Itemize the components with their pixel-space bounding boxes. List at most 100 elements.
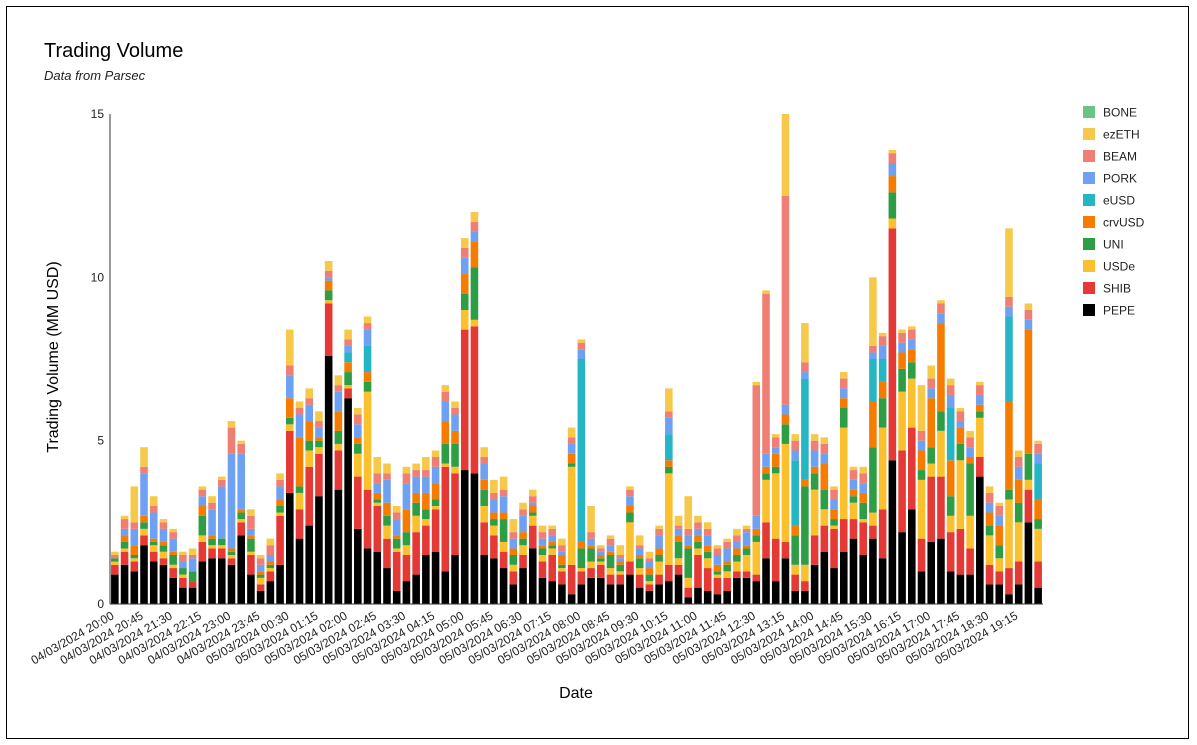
bar-segment-shib xyxy=(694,555,702,588)
bar-segment-beam xyxy=(1005,296,1013,307)
bar-segment-beam xyxy=(295,408,304,415)
bar-segment-ezeth xyxy=(830,486,838,490)
bar-segment-beam xyxy=(480,457,488,464)
bar-segment-shib xyxy=(665,564,673,582)
bar-segment-uni xyxy=(587,548,595,562)
bar-segment-uni xyxy=(791,535,799,565)
bar-segment-ezeth xyxy=(237,440,245,444)
bar-segment-beam xyxy=(1014,457,1023,467)
bar-segment-pepe xyxy=(752,581,761,604)
bar-segment-ezeth xyxy=(752,381,761,386)
bar-segment-pork xyxy=(810,450,819,467)
bar-segment-pork xyxy=(733,541,741,549)
chart-frame xyxy=(6,6,1189,739)
bar-segment-pork xyxy=(120,528,129,536)
bar-segment-pepe xyxy=(830,568,838,604)
bar-segment-ezeth xyxy=(392,506,401,513)
bar-segment-uni xyxy=(490,519,498,526)
bar-segment-beam xyxy=(665,411,673,418)
bar-segment-shib xyxy=(869,525,877,539)
bar-segment-usde xyxy=(839,427,848,520)
bar-segment-shib xyxy=(198,541,207,562)
bar-segment-ezeth xyxy=(558,538,566,546)
bar-segment-pork xyxy=(1014,466,1023,480)
bar-segment-uni xyxy=(140,522,148,529)
bar-segment-pepe xyxy=(888,460,897,604)
bar-segment-pepe xyxy=(597,577,605,604)
bar-segment-beam xyxy=(188,555,197,559)
bar-segment-uni xyxy=(558,564,566,569)
bar-segment-ezeth xyxy=(597,545,605,549)
bar-segment-pepe xyxy=(908,509,916,604)
bar-segment-ezeth xyxy=(645,551,654,559)
bar-segment-pepe xyxy=(286,492,294,604)
bars-group xyxy=(111,114,1042,604)
bar-segment-ezeth xyxy=(334,375,343,386)
bar-segment-uni xyxy=(937,411,945,431)
bar-segment-usde xyxy=(869,512,877,526)
bar-segment-pork xyxy=(908,339,916,350)
bar-segment-pepe xyxy=(567,594,576,604)
bar-segment-pork xyxy=(305,404,314,422)
bar-segment-shib xyxy=(499,551,508,569)
bar-segment-pork xyxy=(412,476,420,493)
bar-segment-crvusd xyxy=(344,362,352,373)
bar-segment-ezeth xyxy=(169,528,177,533)
bar-segment-uni xyxy=(713,571,722,575)
bar-segment-crvusd xyxy=(635,555,644,559)
bar-segment-pepe xyxy=(703,590,712,604)
bar-segment-usde xyxy=(956,460,965,529)
bar-segment-ezeth xyxy=(946,378,955,386)
bar-segment-shib xyxy=(315,453,323,497)
bar-segment-ezeth xyxy=(509,519,518,533)
bar-segment-beam xyxy=(256,558,265,565)
bar-segment-shib xyxy=(723,577,731,591)
bar-segment-ezeth xyxy=(519,502,527,510)
bar-segment-usde xyxy=(548,548,556,555)
bar-segment-usde xyxy=(169,564,177,569)
bar-segment-shib xyxy=(519,555,527,569)
bar-segment-usde xyxy=(315,447,323,454)
bar-segment-shib xyxy=(587,568,595,578)
bar-segment-pork xyxy=(742,532,751,546)
bar-segment-pepe xyxy=(713,594,722,604)
bar-segment-shib xyxy=(820,525,829,552)
bar-segment-usde xyxy=(528,515,537,526)
bar-segment-pepe xyxy=(169,577,177,604)
bar-segment-beam xyxy=(898,332,906,343)
bar-segment-uni xyxy=(820,489,829,510)
bar-segment-ezeth xyxy=(344,329,352,340)
bar-segment-beam xyxy=(383,473,391,480)
bar-segment-crvusd xyxy=(587,545,595,549)
bar-segment-shib xyxy=(859,522,867,555)
bar-segment-shib xyxy=(645,584,654,591)
bar-segment-pepe xyxy=(422,555,430,604)
bar-segment-ezeth xyxy=(567,427,576,438)
bar-segment-crvusd xyxy=(810,466,819,474)
bar-segment-pepe xyxy=(810,564,819,604)
bar-segment-uni xyxy=(383,515,391,526)
bar-segment-shib xyxy=(791,574,799,591)
bar-segment-pork xyxy=(966,447,974,457)
bar-segment-pepe xyxy=(451,555,459,604)
bar-segment-usde xyxy=(946,515,955,533)
bar-segment-ezeth xyxy=(315,411,323,422)
bar-segment-crvusd xyxy=(276,499,284,506)
bar-segment-pork xyxy=(665,417,673,435)
bar-segment-beam xyxy=(567,437,576,444)
bar-segment-uni xyxy=(499,519,508,542)
bar-segment-uni xyxy=(460,293,469,310)
bar-segment-pepe xyxy=(120,564,129,604)
bar-segment-shib xyxy=(256,584,265,591)
bar-segment-pork xyxy=(344,345,352,353)
bar-segment-crvusd xyxy=(315,437,323,441)
bar-segment-eusd xyxy=(869,359,877,402)
bar-segment-uni xyxy=(111,558,119,562)
bar-segment-shib xyxy=(917,538,926,572)
bar-segment-pork xyxy=(781,404,790,415)
bar-segment-uni xyxy=(703,551,712,559)
bar-segment-crvusd xyxy=(354,437,362,444)
bar-segment-pepe xyxy=(898,532,906,604)
bar-segment-ezeth xyxy=(703,522,712,529)
bar-segment-beam xyxy=(431,457,440,467)
